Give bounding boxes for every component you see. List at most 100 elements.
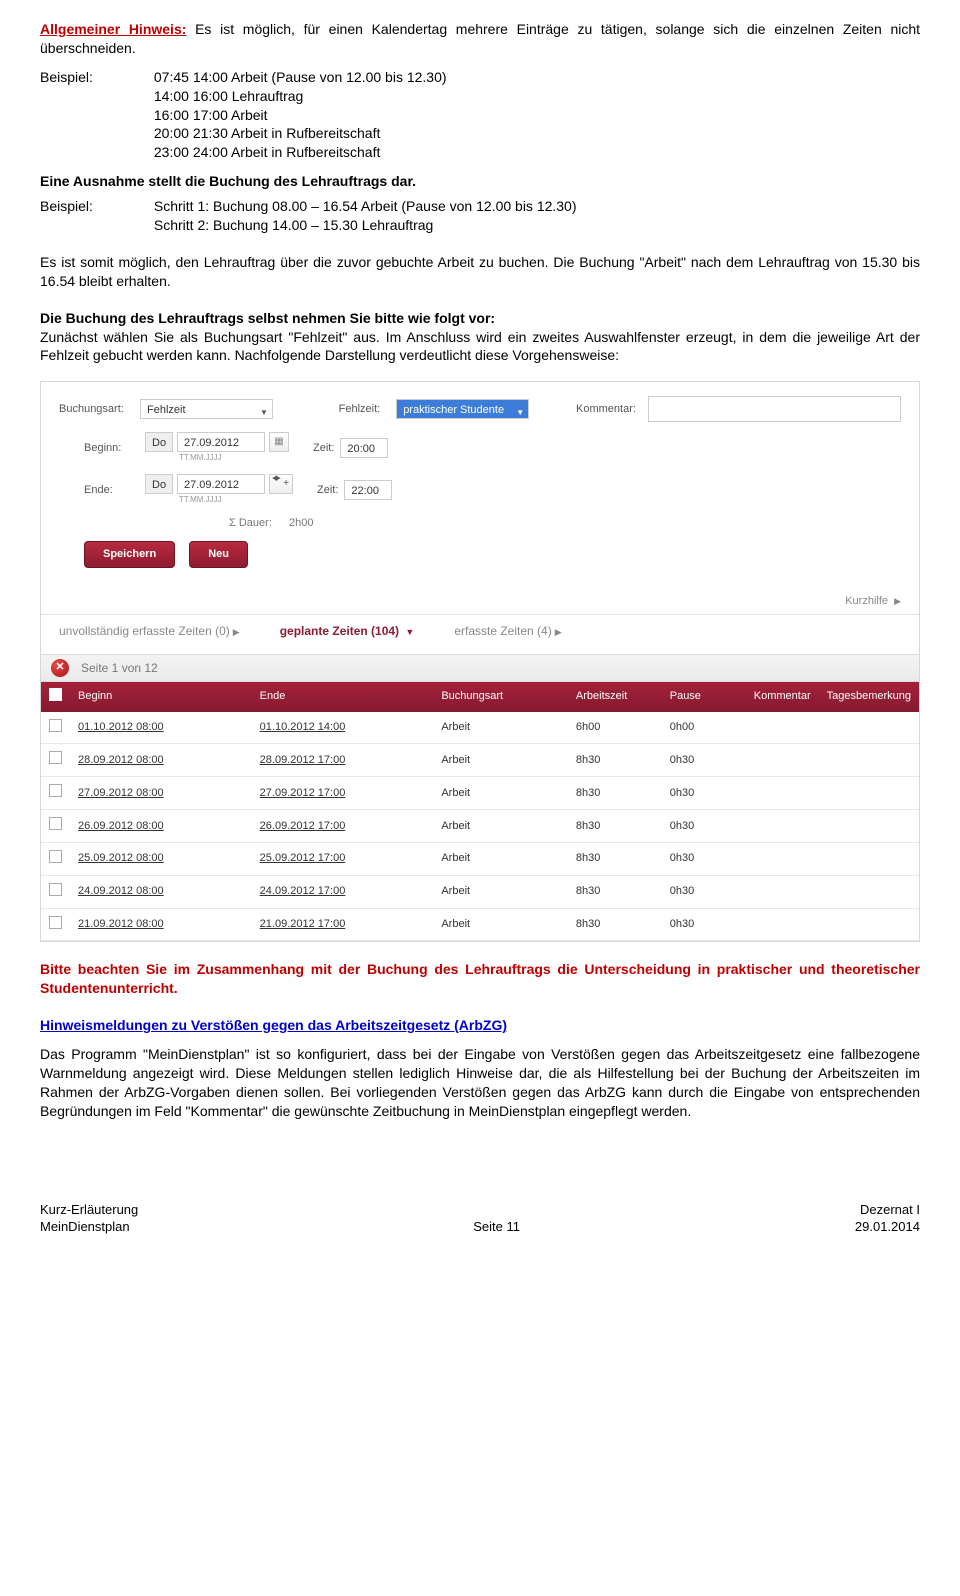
new-button[interactable]: Neu: [189, 541, 248, 568]
date-stepper-icon[interactable]: [269, 474, 293, 494]
calendar-icon[interactable]: ▦: [269, 432, 289, 452]
zeit1-input[interactable]: 20:00: [340, 438, 388, 458]
page-footer: Kurz-Erläuterung MeinDienstplan Seite 11…: [40, 1201, 920, 1236]
cell-kommentar: [746, 810, 819, 843]
tab-geplante[interactable]: geplante Zeiten (104) ▼: [280, 623, 415, 639]
hinweis-paragraph: Allgemeiner Hinweis: Es ist möglich, für…: [40, 20, 920, 58]
bsp2-line1: Schritt 1: Buchung 08.00 – 16.54 Arbeit …: [154, 197, 577, 216]
cell-buchungsart: Arbeit: [433, 875, 568, 908]
table-row[interactable]: 25.09.2012 08:0025.09.2012 17:00Arbeit8h…: [41, 842, 919, 875]
cell-buchungsart: Arbeit: [433, 842, 568, 875]
cell-beginn[interactable]: 25.09.2012 08:00: [70, 842, 252, 875]
row-checkbox[interactable]: [49, 719, 62, 732]
cell-tagesbemerkung: [819, 777, 919, 810]
row-checkbox[interactable]: [49, 751, 62, 764]
cell-buchungsart: Arbeit: [433, 777, 568, 810]
zeit1-label: Zeit:: [313, 441, 334, 456]
cell-beginn[interactable]: 26.09.2012 08:00: [70, 810, 252, 843]
kommentar-textarea[interactable]: [648, 396, 901, 422]
warning-paragraph: Bitte beachten Sie im Zusammenhang mit d…: [40, 960, 920, 998]
beginn-label: Beginn:: [84, 441, 139, 456]
kurzhilfe-link[interactable]: Kurzhilfe ▶: [41, 588, 919, 615]
beginn-day: Do: [145, 432, 173, 452]
th-ende: Ende: [252, 682, 434, 712]
bsp2-line2: Schritt 2: Buchung 14.00 – 15.30 Lehrauf…: [154, 216, 577, 235]
cell-ende[interactable]: 25.09.2012 17:00: [252, 842, 434, 875]
row-checkbox[interactable]: [49, 916, 62, 929]
row-checkbox[interactable]: [49, 850, 62, 863]
cell-tagesbemerkung: [819, 810, 919, 843]
buchungsart-label: Buchungsart:: [59, 402, 134, 417]
arbzg-heading: Hinweismeldungen zu Verstößen gegen das …: [40, 1016, 920, 1035]
cell-arbeitszeit: 8h30: [568, 810, 662, 843]
close-icon[interactable]: ✕: [51, 659, 69, 677]
dauer-label: Σ Dauer:: [229, 516, 289, 531]
cell-tagesbemerkung: [819, 712, 919, 744]
tabs: unvollständig erfasste Zeiten (0)▶ gepla…: [41, 614, 919, 653]
cell-pause: 0h30: [662, 842, 746, 875]
beginn-date-input[interactable]: 27.09.2012: [177, 432, 265, 452]
cell-arbeitszeit: 8h30: [568, 842, 662, 875]
zeit2-input[interactable]: 22:00: [344, 480, 392, 500]
chevron-down-icon: ▼: [516, 406, 524, 420]
cell-ende[interactable]: 26.09.2012 17:00: [252, 810, 434, 843]
cell-beginn[interactable]: 01.10.2012 08:00: [70, 712, 252, 744]
cell-buchungsart: Arbeit: [433, 744, 568, 777]
bsp1-line2: 14:00 16:00 Lehrauftrag: [154, 87, 447, 106]
cell-buchungsart: Arbeit: [433, 810, 568, 843]
cell-ende[interactable]: 28.09.2012 17:00: [252, 744, 434, 777]
table-row[interactable]: 27.09.2012 08:0027.09.2012 17:00Arbeit8h…: [41, 777, 919, 810]
pager: ✕ Seite 1 von 12: [41, 654, 919, 682]
para-bold-lead: Die Buchung des Lehrauftrags selbst nehm…: [40, 309, 920, 366]
footer-right1: Dezernat I: [855, 1201, 920, 1219]
ende-date-input[interactable]: 27.09.2012: [177, 474, 265, 494]
para-after2: Zunächst wählen Sie als Buchungsart "Feh…: [40, 329, 920, 364]
dauer-value: 2h00: [289, 516, 313, 531]
cell-beginn[interactable]: 24.09.2012 08:00: [70, 875, 252, 908]
row-checkbox[interactable]: [49, 784, 62, 797]
cell-beginn[interactable]: 21.09.2012 08:00: [70, 908, 252, 941]
row-checkbox[interactable]: [49, 883, 62, 896]
cell-buchungsart: Arbeit: [433, 908, 568, 941]
save-button[interactable]: Speichern: [84, 541, 175, 568]
table-row[interactable]: 24.09.2012 08:0024.09.2012 17:00Arbeit8h…: [41, 875, 919, 908]
tab-unvollstaendig[interactable]: unvollständig erfasste Zeiten (0)▶: [59, 623, 240, 639]
table-row[interactable]: 21.09.2012 08:0021.09.2012 17:00Arbeit8h…: [41, 908, 919, 941]
ui-screenshot: Buchungsart: Fehlzeit▼ Fehlzeit: praktis…: [40, 381, 920, 942]
table-row[interactable]: 26.09.2012 08:0026.09.2012 17:00Arbeit8h…: [41, 810, 919, 843]
beispiel1-label: Beispiel:: [40, 68, 150, 87]
cell-pause: 0h30: [662, 875, 746, 908]
cell-beginn[interactable]: 27.09.2012 08:00: [70, 777, 252, 810]
th-beginn: Beginn: [70, 682, 252, 712]
data-table: Beginn Ende Buchungsart Arbeitszeit Paus…: [41, 682, 919, 942]
cell-arbeitszeit: 6h00: [568, 712, 662, 744]
checkbox-all[interactable]: [49, 688, 62, 701]
table-row[interactable]: 01.10.2012 08:0001.10.2012 14:00Arbeit6h…: [41, 712, 919, 744]
fehlzeit-select[interactable]: praktischer Studente▼: [396, 399, 529, 419]
cell-ende[interactable]: 24.09.2012 17:00: [252, 875, 434, 908]
zeit2-label: Zeit:: [317, 483, 338, 498]
fehlzeit-label: Fehlzeit:: [339, 402, 391, 417]
row-checkbox[interactable]: [49, 817, 62, 830]
buchungsart-select[interactable]: Fehlzeit▼: [140, 399, 273, 419]
cell-tagesbemerkung: [819, 875, 919, 908]
form-area: Buchungsart: Fehlzeit▼ Fehlzeit: praktis…: [41, 382, 919, 587]
kommentar-label: Kommentar:: [576, 402, 642, 417]
cell-kommentar: [746, 712, 819, 744]
beispiel1: Beispiel: 07:45 14:00 Arbeit (Pause von …: [40, 68, 920, 162]
ende-label: Ende:: [84, 483, 139, 498]
cell-beginn[interactable]: 28.09.2012 08:00: [70, 744, 252, 777]
th-kommentar: Kommentar: [746, 682, 819, 712]
ausnahme-line: Eine Ausnahme stellt die Buchung des Leh…: [40, 172, 920, 191]
tab-erfasste[interactable]: erfasste Zeiten (4)▶: [454, 623, 561, 639]
beispiel2: Beispiel: Schritt 1: Buchung 08.00 – 16.…: [40, 197, 920, 235]
cell-kommentar: [746, 908, 819, 941]
ende-day: Do: [145, 474, 173, 494]
pager-text: Seite 1 von 12: [81, 660, 158, 676]
cell-tagesbemerkung: [819, 908, 919, 941]
cell-ende[interactable]: 21.09.2012 17:00: [252, 908, 434, 941]
cell-ende[interactable]: 27.09.2012 17:00: [252, 777, 434, 810]
cell-arbeitszeit: 8h30: [568, 875, 662, 908]
table-row[interactable]: 28.09.2012 08:0028.09.2012 17:00Arbeit8h…: [41, 744, 919, 777]
cell-ende[interactable]: 01.10.2012 14:00: [252, 712, 434, 744]
